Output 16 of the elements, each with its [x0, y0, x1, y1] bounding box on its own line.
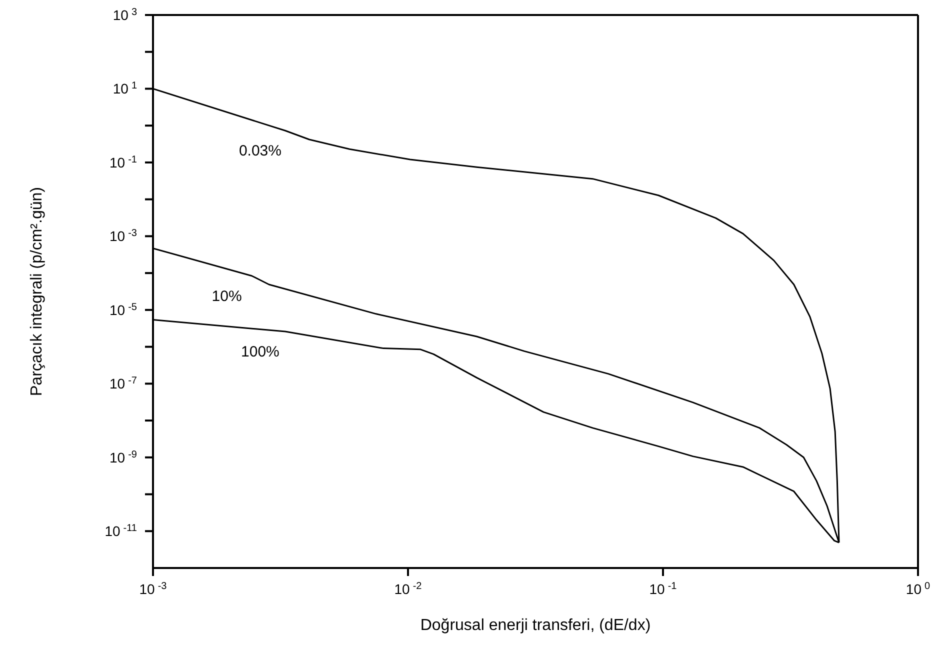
y-axis-title: Parçacık integrali (p/cm².gün) [28, 187, 46, 396]
y-tick-label: 10$^{-11}$ [104, 522, 138, 540]
series-label: 0.03% [238, 142, 282, 160]
y-tick-label: 10$^{-5}$ [110, 301, 138, 318]
x-tick-label: 10$^{0}$ [906, 580, 931, 597]
series-label: 100% [241, 344, 280, 360]
y-tick-label: 10$^{-3}$ [110, 228, 138, 244]
x-tick-label: 10$^{-3}$ [139, 580, 168, 597]
y-tick-label: 10$^{-9}$ [110, 448, 138, 466]
x-axis-title: Doğrusal enerji transferi, (dE/dx) [420, 617, 651, 634]
y-tick-label: 10$^{-7}$ [110, 375, 138, 392]
series-label: 10% [212, 288, 242, 305]
x-tick-label: 10$^{-2}$ [394, 580, 422, 597]
x-tick-label: 10$^{-1}$ [649, 580, 678, 597]
y-tick-label: 10$^{-1}$ [110, 154, 138, 170]
y-tick-label: 10$^{1}$ [112, 80, 138, 97]
